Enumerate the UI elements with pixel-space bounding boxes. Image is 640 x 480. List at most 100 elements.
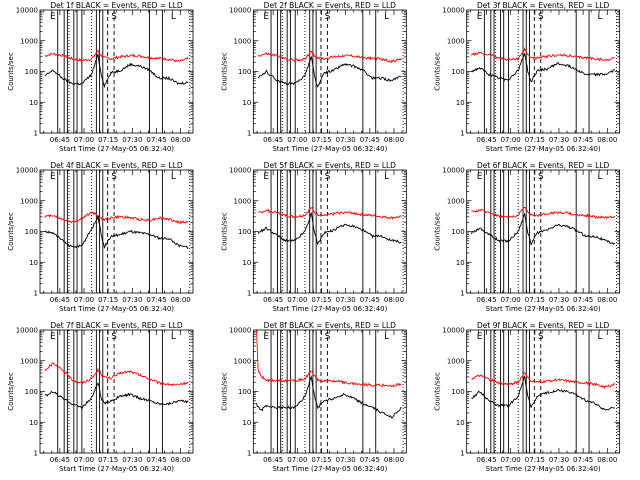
x-tick-label: 06:45 [263,136,283,144]
series-lld-line [471,207,616,220]
series-events-line [471,375,616,411]
y-tick-label: 10000 [442,327,464,335]
marker-e: E [477,332,483,342]
x-tick-label: 08:00 [171,456,191,464]
y-tick-label: 1 [460,130,464,138]
series-lld-line [258,207,402,220]
x-axis-label: Start Time (27-May-05 06:32:40) [59,465,174,473]
y-tick-label: 1 [460,290,464,298]
y-tick-label: 1000 [20,197,38,205]
series-events-line [44,52,189,89]
x-tick-label: 07:45 [360,296,380,304]
marker-e: E [50,12,56,22]
marker-e: E [263,172,269,182]
y-tick-label: 100 [451,228,464,236]
y-tick-label: 1000 [447,37,465,45]
x-tick-label: 08:00 [597,136,617,144]
chart-panel-2: Det 2f BLACK = Events, RED = LLD 1 10 100 10… [220,1,407,153]
chart-title: Det 2f BLACK = Events, RED = LLD [264,1,397,10]
series-events-line [256,375,402,419]
chart-title: Det 5f BLACK = Events, RED = LLD [264,161,397,170]
x-tick-label: 07:45 [146,136,166,144]
x-tick-label: 08:00 [597,296,617,304]
y-tick-label: 10 [242,419,251,427]
y-tick-label: 1 [34,290,38,298]
x-tick-label: 07:15 [525,296,545,304]
plot-frame [466,329,621,454]
y-tick-label: 10 [456,99,465,107]
y-axis-label: Counts/sec [434,212,442,251]
y-tick-label: 10000 [229,327,251,335]
marker-e: E [263,332,269,342]
chart-title: Det 7f BLACK = Events, RED = LLD [50,321,183,330]
marker-s: S [538,332,544,342]
y-tick-label: 10000 [442,167,464,175]
x-tick-label: 07:15 [311,456,331,464]
y-tick-label: 10 [29,419,38,427]
y-tick-label: 1 [34,130,38,138]
x-tick-label: 07:00 [287,136,307,144]
marker-s: S [325,12,331,22]
x-tick-label: 07:15 [311,136,331,144]
y-tick-label: 100 [238,68,251,76]
chart-panel-3: Det 3f BLACK = Events, RED = LLD 1 10 100 10… [434,1,621,153]
series-events-line [257,211,402,246]
series-lld-line [257,50,402,64]
chart-title: Det 8f BLACK = Events, RED = LLD [264,321,397,330]
y-tick-label: 10 [456,419,465,427]
y-tick-label: 1 [460,450,464,458]
y-tick-label: 10000 [442,7,464,15]
y-axis-label: Counts/sec [220,52,228,91]
x-tick-label: 08:00 [384,296,404,304]
x-tick-label: 07:00 [74,136,94,144]
series-lld-line [256,329,402,388]
chart-title: Det 6f BLACK = Events, RED = LLD [477,161,610,170]
x-tick-label: 07:30 [336,136,356,144]
marker-l: L [171,332,176,342]
x-axis-label: Start Time (27-May-05 06:32:40) [486,145,601,153]
x-tick-label: 06:45 [50,136,70,144]
y-tick-label: 100 [25,68,38,76]
x-tick-label: 07:30 [122,456,142,464]
x-tick-label: 07:45 [573,296,593,304]
series-lld-line [471,372,616,390]
plot-frame [39,9,194,134]
x-tick-label: 06:45 [50,296,70,304]
x-tick-label: 06:45 [263,296,283,304]
chart-panel-9: Det 9f BLACK = Events, RED = LLD 1 10 100 10… [434,321,621,473]
y-axis-label: Counts/sec [220,372,228,411]
y-tick-label: 10 [242,259,251,267]
x-tick-label: 08:00 [171,296,191,304]
y-axis-label: Counts/sec [220,212,228,251]
x-tick-label: 08:00 [384,456,404,464]
x-tick-label: 07:00 [501,136,521,144]
x-tick-label: 06:45 [476,456,496,464]
chart-panel-6: Det 6f BLACK = Events, RED = LLD 1 10 100 10… [434,161,621,313]
series-events-line [471,52,616,83]
x-tick-label: 07:15 [311,296,331,304]
y-tick-label: 10000 [229,7,251,15]
y-tick-label: 10000 [229,167,251,175]
marker-l: L [171,12,176,22]
plot-frame [39,329,194,454]
y-tick-label: 1000 [234,357,252,365]
marker-l: L [598,12,603,22]
x-tick-label: 08:00 [597,456,617,464]
plot-frame [39,169,194,294]
chart-panel-8: Det 8f BLACK = Events, RED = LLD 1 10 100 10… [220,321,407,473]
x-tick-label: 08:00 [384,136,404,144]
y-tick-label: 100 [238,228,251,236]
x-tick-label: 07:00 [501,296,521,304]
marker-e: E [50,332,56,342]
y-tick-label: 10 [242,99,251,107]
x-tick-label: 07:45 [573,136,593,144]
series-events-line [44,215,189,250]
y-tick-label: 10000 [16,7,38,15]
y-tick-label: 1 [247,450,251,458]
y-tick-label: 10000 [16,327,38,335]
x-tick-label: 06:45 [50,456,70,464]
y-tick-label: 1000 [20,37,38,45]
y-tick-label: 1000 [234,37,252,45]
y-axis-label: Counts/sec [434,52,442,91]
y-tick-label: 1000 [20,357,38,365]
